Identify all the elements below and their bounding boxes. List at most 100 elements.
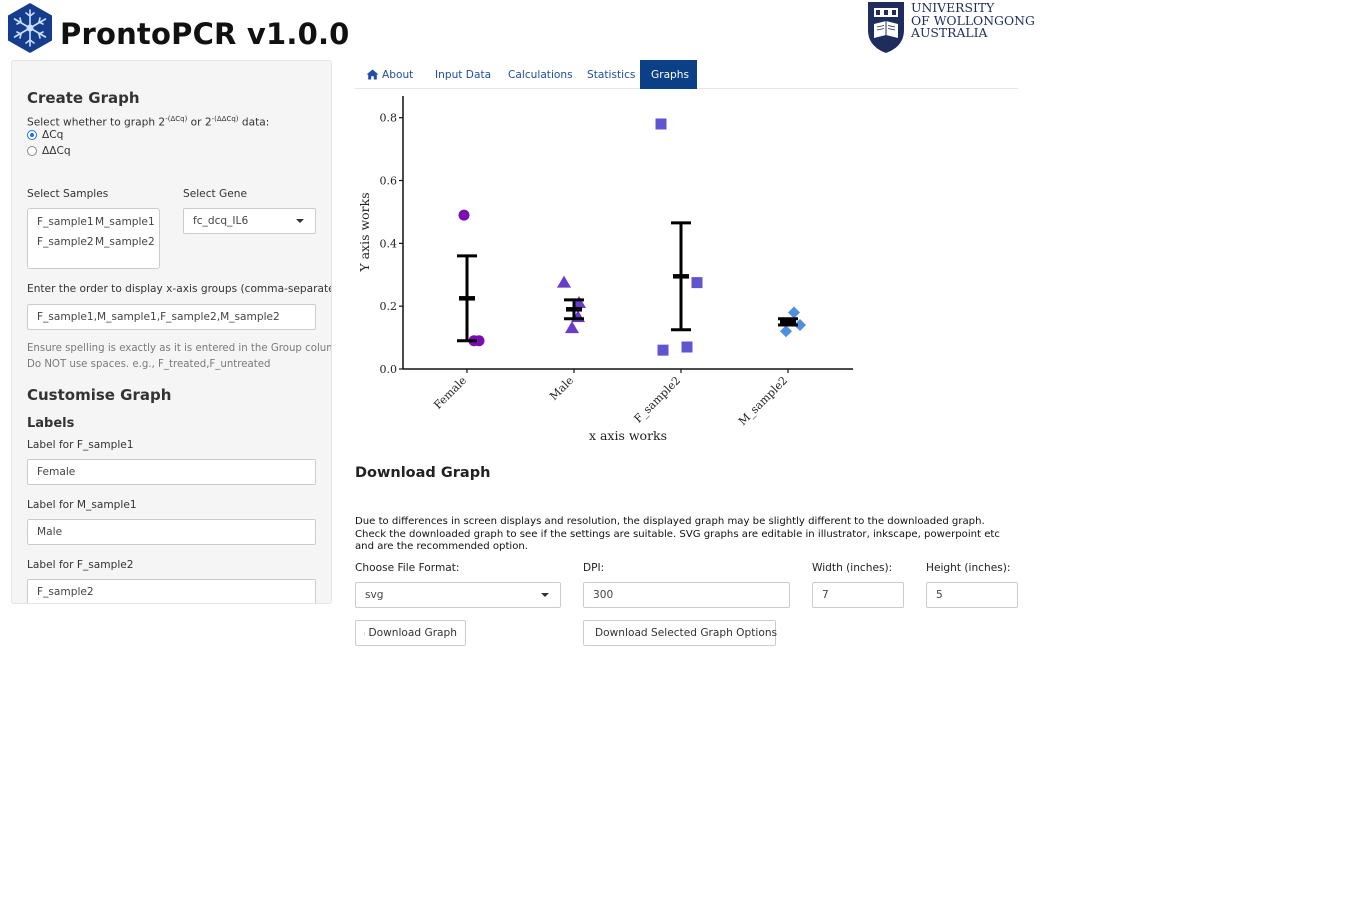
data-point [788,306,800,319]
download-graph-heading: Download Graph [355,465,491,481]
label-for-m-sample1-value: Male [37,526,63,538]
data-point [565,321,579,334]
y-axis-label: Y axis works [357,192,372,272]
tab-input-data-label: Input Data [435,68,492,81]
samples-multiselect[interactable]: F_sample1 M_sample1 F_sample2 M_sample2 [27,208,160,269]
customise-graph-heading: Customise Graph [27,386,172,404]
file-format-select[interactable]: svg [355,582,561,608]
file-format-value: svg [365,589,384,601]
label-for-f-sample2-label: Label for F_sample2 [27,559,134,571]
university-line-2: OF WOLLONGONG [911,12,1035,28]
radio-option-ddcq[interactable]: ΔΔCq [27,145,71,157]
width-value: 7 [822,589,829,601]
data-point [691,277,703,289]
label-for-f-sample1-input[interactable]: Female [27,459,316,485]
x-tick-label: M_sample2 [736,374,790,428]
data-point [794,319,806,332]
label-for-f-sample2-input[interactable]: F_sample2 [27,579,316,603]
graph-type-label-mid: or 2 [187,116,212,129]
university-line-3: AUSTRALIA [911,25,988,40]
graph-type-sup-dcq: -(ΔCq) [165,115,188,123]
label-for-m-sample1-input[interactable]: Male [27,519,316,545]
prontopcr-logo [8,3,52,53]
chevron-down-icon [296,219,304,223]
y-tick-label: 0.6 [380,175,398,188]
width-input[interactable]: 7 [812,582,904,608]
x-axis-label: x axis works [589,428,667,443]
order-input[interactable]: F_sample1,M_sample1,F_sample2,M_sample2 [27,304,316,330]
tab-about[interactable]: About [355,60,424,89]
select-samples-label: Select Samples [27,188,109,200]
y-tick-label: 0.4 [380,237,398,250]
sample-option-m-sample1[interactable]: M_sample1 [95,216,155,228]
graph-type-label: Select whether to graph 2-(ΔCq) or 2-(ΔΔ… [27,115,269,129]
sidebar-panel: Create Graph Select whether to graph 2-(… [11,60,332,604]
order-help-text-2: Do NOT use spaces. e.g., F_treated,F_unt… [27,359,271,370]
graph-type-label-prefix: Select whether to graph 2 [27,116,166,129]
dpi-input[interactable]: 300 [583,582,790,608]
label-for-f-sample2-value: F_sample2 [37,586,94,598]
height-value: 5 [936,589,943,601]
data-point [458,209,470,221]
data-point [655,118,667,130]
label-for-m-sample1-label: Label for M_sample1 [27,499,137,511]
download-graph-button-label: Download Graph [368,627,457,639]
radio-label-ddcq: ΔΔCq [42,145,71,157]
tab-calculations[interactable]: Calculations [497,60,584,89]
tab-calculations-label: Calculations [508,68,573,81]
order-help-text-1: Ensure spelling is exactly as it is ente… [27,343,332,354]
tab-about-label: About [382,68,414,81]
download-note: Due to differences in screen displays an… [355,516,1000,552]
data-point [657,344,669,356]
tab-graphs-label: Graphs [651,68,690,81]
download-graph-options-button-label: Download Selected Graph Options [595,627,778,639]
app-title: ProntoPCR v1.0.0 [60,17,350,51]
label-for-f-sample1-value: Female [37,466,76,478]
data-point [681,341,693,353]
series-male [557,275,586,334]
labels-heading: Labels [27,416,75,431]
home-icon [366,69,379,80]
series-m-sample2 [778,306,806,338]
graph-type-sup-ddcq: -(ΔΔCq) [211,115,239,123]
height-input[interactable]: 5 [926,582,1018,608]
data-point [780,325,792,338]
university-crest-icon [868,2,904,53]
chart-axes: 0.0 0.2 0.4 0.6 0.8 Female Male F_sample2 M_samp… [380,96,853,428]
y-tick-label: 0.0 [380,363,398,376]
width-label: Width (inches): [812,562,893,574]
y-tick-label: 0.8 [380,112,398,125]
tab-statistics[interactable]: Statistics [576,60,646,89]
dpi-value: 300 [593,589,614,601]
tab-graphs[interactable]: Graphs [640,60,697,89]
radio-button-dcq[interactable] [27,130,37,140]
label-for-f-sample1-label: Label for F_sample1 [27,439,134,451]
main-tabs: About Input Data Calculations Statistics… [355,60,1018,89]
dot-plot-chart: 0.0 0.2 0.4 0.6 0.8 Female Male F_sample2 M_samp… [357,96,853,443]
height-label: Height (inches): [926,562,1011,574]
y-tick-label: 0.2 [380,300,398,313]
create-graph-heading: Create Graph [27,89,140,107]
download-graph-options-button[interactable]: Download Selected Graph Options [583,620,778,646]
sample-option-m-sample2[interactable]: M_sample2 [95,236,155,248]
x-tick-label: Male [547,374,576,403]
radio-option-dcq[interactable]: ΔCq [27,129,63,141]
select-gene-label: Select Gene [183,188,248,200]
sample-option-f-sample2[interactable]: F_sample2 [37,236,94,248]
order-input-value: F_sample1,M_sample1,F_sample2,M_sample2 [37,311,280,323]
graph-type-label-suffix: data: [238,116,270,129]
download-graph-button[interactable]: Download Graph [355,620,466,646]
sample-option-f-sample1[interactable]: F_sample1 [37,216,94,228]
data-point [473,335,485,347]
gene-select[interactable]: fc_dcq_IL6 [183,208,316,234]
data-point [557,275,571,288]
tab-statistics-label: Statistics [587,68,636,81]
university-name: UNIVERSITY OF WOLLONGONG AUSTRALIA [911,0,1035,40]
gene-select-value: fc_dcq_IL6 [193,215,249,227]
tab-input-data[interactable]: Input Data [424,60,502,89]
university-line-1: UNIVERSITY [911,0,995,15]
radio-button-ddcq[interactable] [27,146,37,156]
series-f-sample2 [655,118,703,356]
file-format-label: Choose File Format: [355,562,460,574]
download-icon [364,632,366,634]
